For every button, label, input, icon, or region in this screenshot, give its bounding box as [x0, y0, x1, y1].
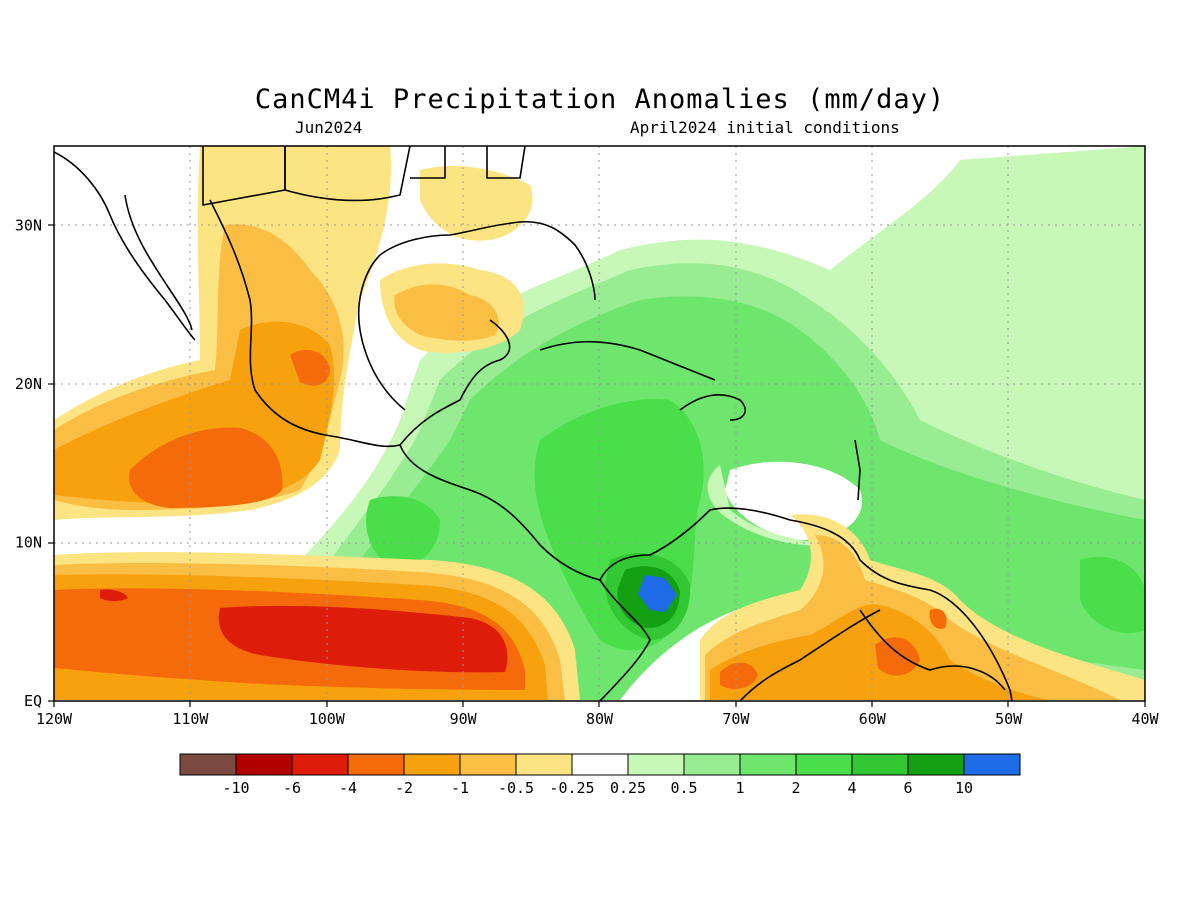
y-tick-label: 30N: [15, 216, 42, 234]
legend-label: -0.5: [498, 779, 534, 797]
legend-swatch: [459, 753, 517, 776]
x-tick-label: 120W: [36, 710, 73, 728]
legend-label: -2: [395, 779, 413, 797]
y-tick-label: 10N: [15, 533, 42, 551]
legend-swatch: [739, 753, 797, 776]
valid-month-label: Jun2024: [295, 118, 363, 137]
legend-swatch: [963, 753, 1021, 776]
legend-label: -4: [339, 779, 357, 797]
init-conditions-label: April2024 initial conditions: [630, 118, 900, 137]
latitude-tick-labels: EQ 10N 20N 30N: [15, 216, 42, 710]
anomaly-field: [54, 146, 1145, 701]
legend-swatch: [291, 753, 349, 776]
legend-swatch: [851, 753, 909, 776]
longitude-tick-labels: 120W 110W 100W 90W 80W 70W 60W 50W 40W: [36, 710, 1160, 728]
legend-label: 2: [791, 779, 800, 797]
y-tick-label: 20N: [15, 375, 42, 393]
legend-swatch: [347, 753, 405, 776]
x-tick-label: 110W: [172, 710, 209, 728]
legend-label: -1: [451, 779, 469, 797]
legend-swatch: [627, 753, 685, 776]
legend-label: -0.25: [549, 779, 594, 797]
legend-swatch: [795, 753, 853, 776]
legend-swatch: [179, 753, 237, 776]
legend-swatch: [571, 753, 629, 776]
legend-swatch: [403, 753, 461, 776]
legend-swatch: [907, 753, 965, 776]
legend-label: 4: [847, 779, 856, 797]
legend-label: 10: [955, 779, 973, 797]
x-tick-label: 100W: [309, 710, 346, 728]
legend-label: -10: [222, 779, 249, 797]
legend-label: 6: [903, 779, 912, 797]
legend-label: 0.5: [670, 779, 697, 797]
legend-swatch: [515, 753, 573, 776]
x-tick-label: 60W: [859, 710, 887, 728]
legend-label: -6: [283, 779, 301, 797]
legend-swatch: [683, 753, 741, 776]
x-tick-label: 80W: [586, 710, 614, 728]
y-tick-label: EQ: [24, 692, 42, 710]
legend-label: 1: [735, 779, 744, 797]
legend-label: 0.25: [610, 779, 646, 797]
legend-swatch: [235, 753, 293, 776]
graticule: [54, 146, 1145, 701]
x-tick-label: 50W: [995, 710, 1023, 728]
max-positive-anomaly: [638, 575, 677, 612]
coastlines: [54, 146, 1013, 701]
color-legend: -10 -6 -4 -2 -1 -0.5 -0.25 0.25 0.5 1 2 4 6 10: [179, 753, 1021, 797]
x-tick-label: 90W: [450, 710, 478, 728]
map-title: CanCM4i Precipitation Anomalies (mm/day): [254, 84, 946, 115]
x-tick-label: 70W: [722, 710, 750, 728]
x-tick-label: 40W: [1131, 710, 1159, 728]
